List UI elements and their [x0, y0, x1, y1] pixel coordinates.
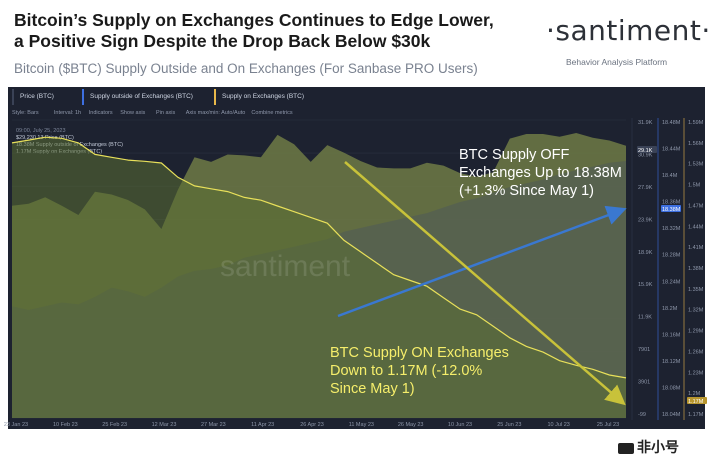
annotation-on-line-2: Down to 1.17M (-12.0% [330, 363, 483, 379]
x-tick-label: 10 Jul 23 [548, 422, 570, 428]
x-tick-label: 26 Apr 23 [300, 422, 324, 428]
on-axis-tick: 1.56M [688, 141, 704, 147]
x-tick-label: 11 May 23 [349, 422, 374, 428]
on-axis-tick: 1.32M [688, 308, 704, 314]
on-axis-tick: 1.44M [688, 224, 704, 230]
title-line-1: Bitcoin’s Supply on Exchanges Continues … [14, 10, 494, 30]
outside-axis-tick: 18.36M [662, 200, 681, 206]
title-line-2: a Positive Sign Despite the Drop Back Be… [14, 31, 431, 51]
outside-axis-tick: 18.16M [662, 332, 681, 338]
on-current-badge: 1.17M [688, 399, 704, 405]
price-current-badge-bg [637, 146, 657, 153]
axis-max-min[interactable]: Axis max/min: Auto/Auto [185, 110, 246, 116]
x-tick-label: 25 Jul 23 [597, 422, 619, 428]
chart-toolbar: Style: Bars Interval: 1h Indicators Show… [12, 110, 293, 116]
outside-axis-tick: 18.04M [662, 412, 681, 418]
x-tick-label: 10 Jun 23 [448, 422, 472, 428]
interval-selector[interactable]: Interval: 1h [53, 110, 82, 116]
annotation-off-line-2: Exchanges Up to 18.38M [459, 165, 622, 181]
on-axis-tick: 1.26M [688, 349, 704, 355]
x-tick-label: 25 Feb 23 [102, 422, 127, 428]
on-axis-tick: 1.41M [688, 245, 704, 251]
outside-axis-tick: 18.32M [662, 226, 681, 232]
tab-supply-on[interactable]: Supply on Exchanges (BTC) [214, 89, 324, 105]
tab-supply-outside[interactable]: Supply outside of Exchanges (BTC) [82, 89, 214, 105]
show-axis-toggle[interactable]: Show axis [120, 110, 146, 116]
x-tick-label: 27 Mar 23 [201, 422, 226, 428]
on-current-badge-bg [687, 397, 707, 404]
feixiaohao-mark-icon [618, 442, 634, 454]
on-axis-tick: 1.2M [688, 391, 701, 397]
price-axis-tick: 7901 [638, 347, 650, 353]
brand-tagline: Behavior Analysis Platform [566, 57, 668, 67]
outside-axis-tick: 18.48M [662, 120, 681, 126]
watermark-text: santiment [220, 250, 351, 283]
on-axis-tick: 1.5M [688, 183, 701, 189]
on-axis-tick: 1.35M [688, 287, 704, 293]
outside-axis-tick: 18.12M [662, 359, 681, 365]
x-tick-label: 10 Feb 23 [53, 422, 78, 428]
outside-current-badge-bg [661, 205, 681, 212]
x-tick-label: 26 May 23 [398, 422, 424, 428]
annotation-supply-on: BTC Supply ON Exchanges Down to 1.17M (-… [330, 344, 509, 398]
tab-supply-on-label: Supply on Exchanges (BTC) [222, 93, 305, 100]
on-axis-tick: 1.59M [688, 120, 704, 126]
chart-title: Bitcoin’s Supply on Exchanges Continues … [14, 10, 554, 52]
on-axis-tick: 1.38M [688, 266, 704, 272]
tab-price-label: Price (BTC) [20, 93, 54, 100]
price-axis-tick: 23.9K [638, 217, 653, 223]
on-axis-tick: 1.17M [688, 412, 704, 418]
outside-axis-tick: 18.4M [662, 173, 678, 179]
style-selector[interactable]: Style: Bars [12, 110, 39, 116]
tab-supply-outside-label: Supply outside of Exchanges (BTC) [90, 93, 193, 100]
outside-axis-tick: 18.28M [662, 253, 681, 259]
tab-price[interactable]: Price (BTC) [12, 89, 82, 105]
feixiaohao-logo: 非小号 [618, 437, 679, 457]
on-axis-tick: 1.23M [688, 370, 704, 376]
arrow-supply-on [344, 161, 626, 406]
annotation-off-line-3: (+1.3% Since May 1) [459, 183, 594, 199]
price-axis-tick: -99 [638, 412, 646, 418]
santiment-logo: ·santiment· [546, 14, 709, 47]
price-axis-tick: 3901 [638, 380, 650, 386]
on-axis-tick: 1.53M [688, 162, 704, 168]
x-tick-label: 11 Apr 23 [251, 422, 274, 428]
annotation-supply-off: BTC Supply OFF Exchanges Up to 18.38M (+… [459, 146, 622, 200]
legend-date: 09:00, July 25, 2023 [16, 128, 66, 134]
price-axis-tick: 31.9K [638, 120, 653, 126]
annotation-on-line-3: Since May 1) [330, 381, 415, 397]
x-tick-label: 25 Jun 23 [497, 422, 521, 428]
chart-subtitle: Bitcoin ($BTC) Supply Outside and On Exc… [14, 61, 478, 76]
outside-axis-tick: 18.24M [662, 279, 681, 285]
on-axis-tick: 1.47M [688, 203, 704, 209]
price-axis-tick: 15.9K [638, 282, 653, 288]
combine-metrics-button[interactable]: Combine metrics [251, 110, 293, 116]
price-axis-tick: 30.9K [638, 152, 653, 158]
supply-on-line [11, 136, 627, 379]
price-axis-tick: 27.9K [638, 185, 653, 191]
price-axis-tick: 11.9K [638, 315, 652, 321]
supply-on-area [12, 137, 626, 418]
arrow-supply-off [337, 205, 627, 318]
annotation-on-line-1: BTC Supply ON Exchanges [330, 345, 509, 361]
outside-axis-tick: 18.44M [662, 147, 681, 153]
outside-current-badge: 18.38M [662, 207, 681, 213]
on-axis-tick: 1.29M [688, 329, 704, 335]
indicators-button[interactable]: Indicators [88, 110, 113, 116]
outside-axis-tick: 18.08M [662, 385, 681, 391]
outside-axis-tick: 18.2M [662, 306, 678, 312]
x-tick-label: 23 Jan 23 [4, 422, 28, 428]
pin-axis-toggle[interactable]: Pin axis [156, 110, 176, 116]
annotation-off-line-1: BTC Supply OFF [459, 147, 570, 163]
x-tick-label: 12 Mar 23 [152, 422, 177, 428]
feixiaohao-text: 非小号 [637, 439, 679, 455]
price-current-badge: 29.1K [638, 148, 653, 154]
price-axis-tick: 18.9K [638, 250, 653, 256]
